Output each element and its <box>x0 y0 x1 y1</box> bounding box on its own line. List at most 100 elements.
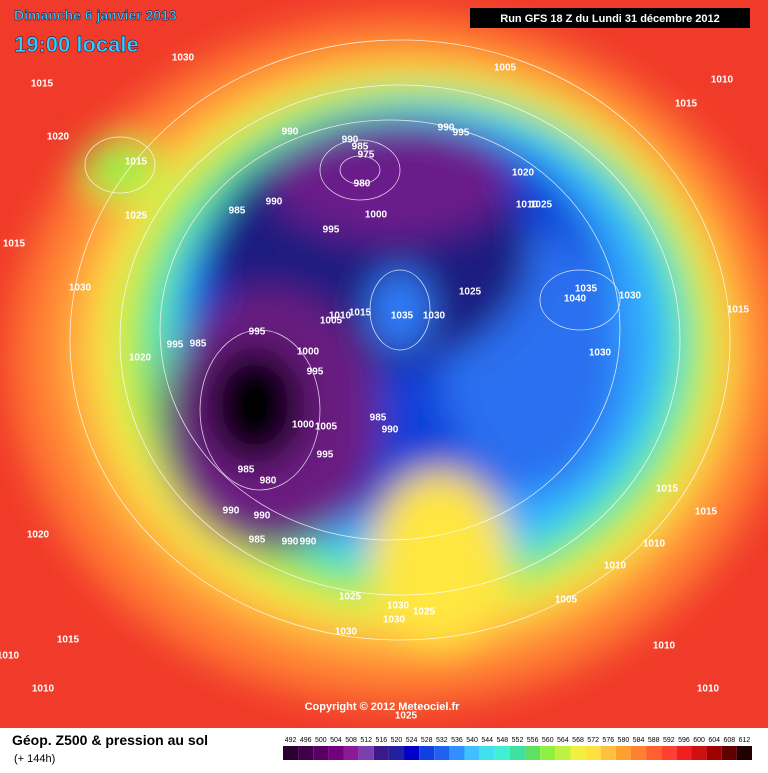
isobar-label: 1030 <box>589 348 612 359</box>
copyright: Copyright © 2012 Meteociel.fr <box>305 701 461 713</box>
colorbar-swatch <box>449 746 465 760</box>
isobar-label: 985 <box>352 142 369 153</box>
lead-time: (+ 144h) <box>14 753 55 765</box>
isobar-label: 1015 <box>349 308 372 319</box>
date-title: Dimanche 6 janvier 2013 <box>14 7 177 23</box>
colorbar-swatch <box>298 746 314 760</box>
isobar-label: 1015 <box>3 239 26 250</box>
local-time: 19:00 locale <box>14 32 139 57</box>
colorbar-swatch <box>464 746 480 760</box>
colorbar-swatch <box>525 746 541 760</box>
isobar-label: 985 <box>190 339 207 350</box>
colorbar-swatch <box>388 746 405 760</box>
isobar-label: 1005 <box>315 422 338 433</box>
isobar-label: 1005 <box>555 595 578 606</box>
isobar-label: 1040 <box>564 294 587 305</box>
colorbar-tick-label: 568 <box>572 737 584 744</box>
isobar-label: 1030 <box>172 53 195 64</box>
isobar-label: 1015 <box>695 507 718 518</box>
isobar-label: 985 <box>249 535 266 546</box>
isobar-label: 1015 <box>125 157 148 168</box>
isobar-label: 1000 <box>365 210 388 221</box>
isobar-label: 1025 <box>459 287 482 298</box>
colorbar-tick-label: 596 <box>678 737 690 744</box>
colorbar-tick-label: 584 <box>633 737 645 744</box>
isobar-label: 995 <box>249 327 266 338</box>
isobar-label: 1035 <box>575 284 598 295</box>
colorbar-swatch <box>736 746 752 760</box>
isobar-label: 990 <box>382 425 399 436</box>
colorbar-swatch <box>540 746 556 760</box>
isobar-label: 1015 <box>31 79 54 90</box>
isobar-label: 1025 <box>395 711 418 722</box>
isobar-label: 1015 <box>727 305 750 316</box>
colorbar-tick-label: 552 <box>512 737 524 744</box>
colorbar-swatch <box>328 746 344 760</box>
colorbar-swatch <box>661 746 677 760</box>
isobar-label: 1025 <box>530 200 553 211</box>
colorbar-tick-label: 528 <box>421 737 433 744</box>
isobar-label: 990 <box>342 135 359 146</box>
run-info: Run GFS 18 Z du Lundi 31 décembre 2012 <box>500 13 719 25</box>
isobar-label: 1010 <box>604 561 627 572</box>
isobar-label: 975 <box>358 150 375 161</box>
isobar-label: 995 <box>317 450 334 461</box>
colorbar-swatch <box>494 746 510 760</box>
colorbar-swatch <box>313 746 329 760</box>
colorbar-tick-label: 556 <box>527 737 539 744</box>
colorbar-tick-label: 520 <box>391 737 403 744</box>
colorbar-tick-label: 516 <box>375 737 387 744</box>
colorbar-swatch <box>419 746 435 760</box>
colorbar-swatch <box>509 746 526 760</box>
colorbar-swatch <box>615 746 631 760</box>
isobar-label: 1030 <box>335 627 358 638</box>
isobar-label: 1030 <box>69 283 92 294</box>
isobar-label: 1015 <box>656 484 679 495</box>
isobar-label: 1030 <box>387 601 410 612</box>
colorbar-swatch <box>706 746 722 760</box>
isobar-label: 1030 <box>423 311 446 322</box>
isobar-label: 980 <box>354 179 371 190</box>
colorbar-tick-label: 540 <box>466 737 478 744</box>
colorbar-swatch <box>479 746 495 760</box>
colorbar-tick-label: 612 <box>739 737 751 744</box>
isobar-label: 995 <box>453 128 470 139</box>
map-field <box>0 0 768 728</box>
isobar-label: 995 <box>167 340 184 351</box>
colorbar-tick-label: 604 <box>708 737 720 744</box>
isobar-label: 985 <box>229 206 246 217</box>
colorbar-tick-label: 492 <box>285 737 297 744</box>
isobar-label: 1035 <box>391 311 414 322</box>
isobars <box>69 39 731 641</box>
isobar-label: 1025 <box>413 607 436 618</box>
isobar-label: 1020 <box>512 168 535 179</box>
colorbar-tick-label: 588 <box>648 737 660 744</box>
colorbar-swatch <box>404 746 420 760</box>
colorbar-tick-label: 544 <box>481 737 493 744</box>
colorbar-tick-label: 496 <box>300 737 312 744</box>
isobar-label: 1000 <box>292 420 315 431</box>
colorbar-swatch <box>570 746 586 760</box>
colorbar-tick-label: 512 <box>360 737 372 744</box>
colorbar-swatch <box>721 746 737 760</box>
colorbar-swatch <box>434 746 450 760</box>
isobar-label: 1010 <box>329 311 352 322</box>
isobar-label: 990 <box>438 123 455 134</box>
isobar-label: 1030 <box>619 291 642 302</box>
colorbar-tick-label: 572 <box>587 737 599 744</box>
isobar-label: 995 <box>323 225 340 236</box>
isobar-label: 1000 <box>297 347 320 358</box>
isobar-label: 990 <box>300 537 317 548</box>
isobar-label: 985 <box>370 413 387 424</box>
isobar-label: 1025 <box>125 211 148 222</box>
isobar-label: 1010 <box>697 684 720 695</box>
colorbar-tick-label: 576 <box>602 737 614 744</box>
colorbar-tick-label: 608 <box>723 737 735 744</box>
isobar-label: 995 <box>307 367 324 378</box>
isobar-label: 1010 <box>653 641 676 652</box>
colorbar-tick-label: 532 <box>436 737 448 744</box>
isobar-label: 1020 <box>129 353 152 364</box>
isobar-label: 1015 <box>675 99 698 110</box>
isobar-label: 990 <box>254 511 271 522</box>
isobar-label: 1015 <box>57 635 80 646</box>
